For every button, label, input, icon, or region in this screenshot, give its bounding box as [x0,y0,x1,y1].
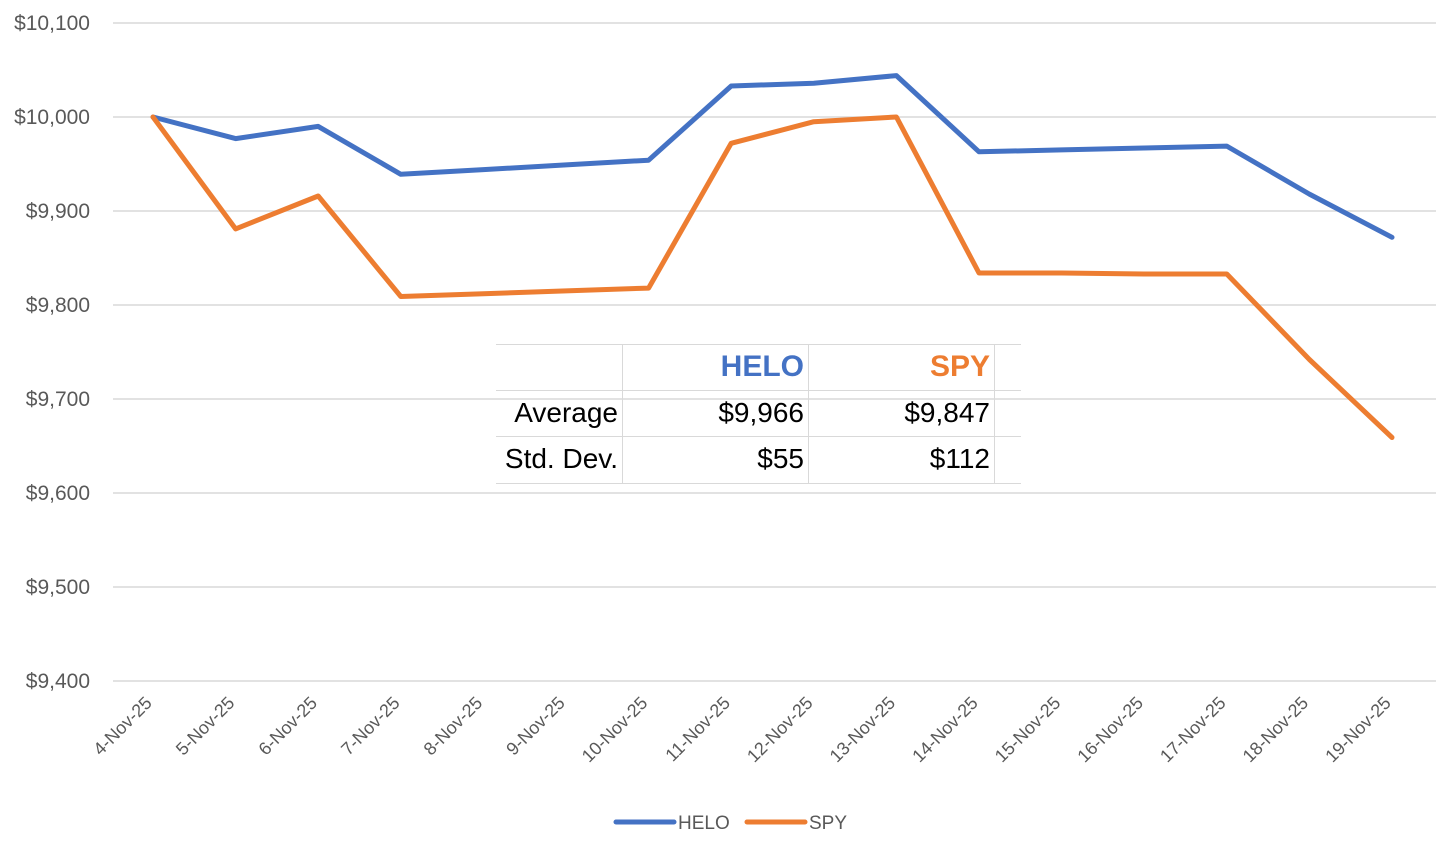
x-tick-label: 19-Nov-25 [1321,693,1395,767]
average-spy: $9,847 [904,397,990,428]
series-line-helo [150,73,1395,240]
table-header-helo: HELO [720,350,804,383]
table-divider [496,483,1021,484]
average-helo: $9,966 [718,397,804,428]
legend-label: SPY [809,813,847,834]
table-divider [994,344,995,484]
series-lines [150,73,1395,440]
legend: HELO SPY [613,813,847,834]
x-tick-label: 13-Nov-25 [826,693,900,767]
std-dev-spy: $112 [929,443,990,474]
table-divider [496,390,1021,391]
x-tick-label: 5-Nov-25 [172,693,238,759]
y-tick-label: $9,700 [26,388,90,411]
x-tick-label: 4-Nov-25 [89,693,155,759]
x-tick-label: 12-Nov-25 [743,693,817,767]
y-tick-label: $9,900 [26,200,90,223]
x-tick-label: 15-Nov-25 [991,693,1065,767]
table-divider [808,344,809,484]
y-tick-label: $10,100 [14,12,90,35]
row-label-average: Average [514,397,618,428]
x-tick-label: 11-Nov-25 [661,693,734,766]
x-tick-label: 6-Nov-25 [255,693,321,759]
y-tick-label: $9,500 [26,576,90,599]
x-tick-label: 18-Nov-25 [1239,693,1313,767]
y-tick-label: $9,400 [26,670,90,693]
legend-label: HELO [678,813,730,834]
y-tick-label: $9,600 [26,482,90,505]
table-row: Average $9,966 $9,847 [496,390,1021,436]
x-axis-ticks: 4-Nov-25 5-Nov-25 6-Nov-25 7-Nov-25 8-Nov-25… [89,693,1394,767]
x-tick-label: 16-Nov-25 [1073,693,1147,767]
table-header-cell [496,344,622,390]
stats-table: HELO SPY Average $9,966 $9,847 Std. Dev.… [496,344,1021,484]
series-line-spy [150,114,1395,440]
table-header-spy: SPY [929,350,990,383]
x-tick-label: 17-Nov-25 [1156,693,1230,767]
x-tick-label: 8-Nov-25 [420,693,486,759]
table-divider [622,344,623,484]
x-tick-label: 7-Nov-25 [337,693,403,759]
x-tick-label: 10-Nov-25 [578,693,652,767]
table-divider [496,344,1021,345]
y-tick-label: $9,800 [26,294,90,317]
y-axis-ticks: $9,400 $9,500 $9,600 $9,700 $9,800 $9,900 $10,… [14,12,90,693]
std-dev-helo: $55 [757,443,804,474]
table-header-row: HELO SPY [496,344,1021,390]
x-tick-label: 14-Nov-25 [908,693,982,767]
row-label-std-dev: Std. Dev. [504,443,618,474]
table-divider [496,436,1021,437]
table-row: Std. Dev. $55 $112 [496,436,1021,482]
y-tick-label: $10,000 [14,106,90,129]
x-tick-label: 9-Nov-25 [502,693,568,759]
